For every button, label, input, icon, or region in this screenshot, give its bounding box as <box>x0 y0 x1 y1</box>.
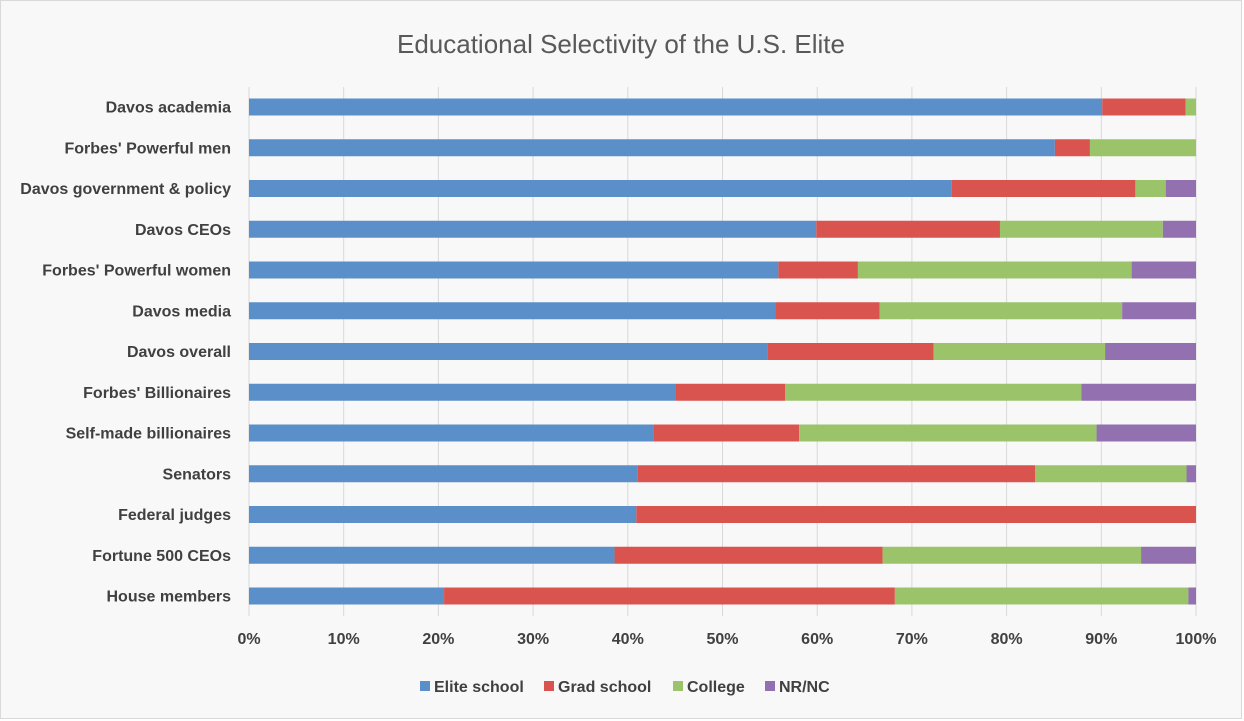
bar-segment <box>636 506 1196 523</box>
bar-segment <box>1102 98 1186 116</box>
category-label: Self-made billionaires <box>66 426 231 443</box>
x-tick-label: 60% <box>801 631 833 648</box>
legend-label: Elite school <box>434 679 524 696</box>
category-label: Davos media <box>132 303 231 320</box>
category-label: Federal judges <box>118 507 231 524</box>
legend-label: NR/NC <box>779 679 830 696</box>
bar-segment <box>775 302 880 320</box>
x-tick-label: 70% <box>896 631 928 648</box>
bar-segment <box>1162 220 1196 238</box>
category-label: Fortune 500 CEOs <box>92 548 231 565</box>
x-tick-label: 20% <box>422 631 454 648</box>
bar-segment <box>816 220 1000 238</box>
legend-swatch <box>420 681 430 691</box>
bar-segment <box>249 506 637 523</box>
bar-segment <box>799 424 1097 442</box>
bar-segment <box>249 180 952 197</box>
category-label: Davos overall <box>127 344 231 361</box>
bar-segment <box>1131 261 1196 279</box>
bar-segment <box>249 383 676 401</box>
category-labels: Davos academia Forbes' Powerful men Davos … <box>20 100 231 606</box>
bar-segment <box>249 465 638 483</box>
bar-segment <box>778 261 858 279</box>
bar-segment <box>1141 546 1196 564</box>
bar-segment <box>249 98 1103 116</box>
bar-segment <box>933 343 1106 360</box>
x-tick-label: 90% <box>1085 631 1117 648</box>
bar-segment <box>1188 587 1196 605</box>
bar-segment <box>894 587 1189 605</box>
bar-segment <box>675 383 786 401</box>
bar-segment <box>249 139 1055 157</box>
bar-segment <box>637 465 1036 483</box>
bar-segment <box>1165 180 1196 197</box>
bar-segment <box>951 180 1136 197</box>
x-tick-label: 80% <box>991 631 1023 648</box>
category-label: Davos academia <box>106 100 232 117</box>
bar-segment <box>1186 465 1196 483</box>
bar-segment <box>1081 383 1196 401</box>
bar-segment <box>879 302 1123 320</box>
bar-segment <box>1122 302 1196 320</box>
category-label: Davos CEOs <box>135 222 231 239</box>
bar-segment <box>614 546 883 564</box>
category-label: House members <box>107 589 232 606</box>
category-label: Forbes' Powerful women <box>42 263 231 280</box>
x-tick-label: 100% <box>1176 631 1217 648</box>
bar-segment <box>249 546 615 564</box>
bar-segment <box>653 424 800 442</box>
bar-segment <box>767 343 934 360</box>
bar-segment <box>857 261 1132 279</box>
bar-segment <box>1135 180 1166 197</box>
chart-title: Educational Selectivity of the U.S. Elit… <box>397 29 845 59</box>
bar-segment <box>249 343 768 360</box>
bar-segment <box>249 220 817 238</box>
category-label: Davos government & policy <box>20 181 231 198</box>
x-tick-label: 30% <box>517 631 549 648</box>
bar-segment <box>1185 98 1196 116</box>
bar-segment <box>249 587 445 605</box>
legend: Elite school Grad school College NR/NC <box>420 679 830 696</box>
bar-segment <box>1054 139 1090 157</box>
bar-segment <box>249 261 779 279</box>
legend-label: Grad school <box>558 679 651 696</box>
x-tick-label: 10% <box>328 631 360 648</box>
legend-label: College <box>687 679 745 696</box>
category-label: Forbes' Billionaires <box>83 385 231 402</box>
bar-segment <box>1035 465 1187 483</box>
category-label: Senators <box>163 466 232 483</box>
legend-swatch <box>673 681 683 691</box>
bar-segment <box>1105 343 1196 360</box>
x-tick-label: 50% <box>706 631 738 648</box>
bar-segment <box>444 587 895 605</box>
bar-segment <box>785 383 1082 401</box>
bar-segment <box>249 424 654 442</box>
legend-swatch <box>544 681 554 691</box>
bar-segment <box>999 220 1163 238</box>
x-tick-label: 0% <box>237 631 260 648</box>
x-tick-label: 40% <box>612 631 644 648</box>
bar-segment <box>1089 139 1196 157</box>
category-label: Forbes' Powerful men <box>65 140 232 157</box>
bars <box>249 98 1196 605</box>
x-axis-tick-labels: 0% 10% 20% 30% 40% 50% 60% 70% 80% 90% 100% <box>237 631 1216 648</box>
bar-segment <box>882 546 1142 564</box>
bar-segment <box>1096 424 1196 442</box>
legend-swatch <box>765 681 775 691</box>
bar-segment <box>249 302 776 320</box>
